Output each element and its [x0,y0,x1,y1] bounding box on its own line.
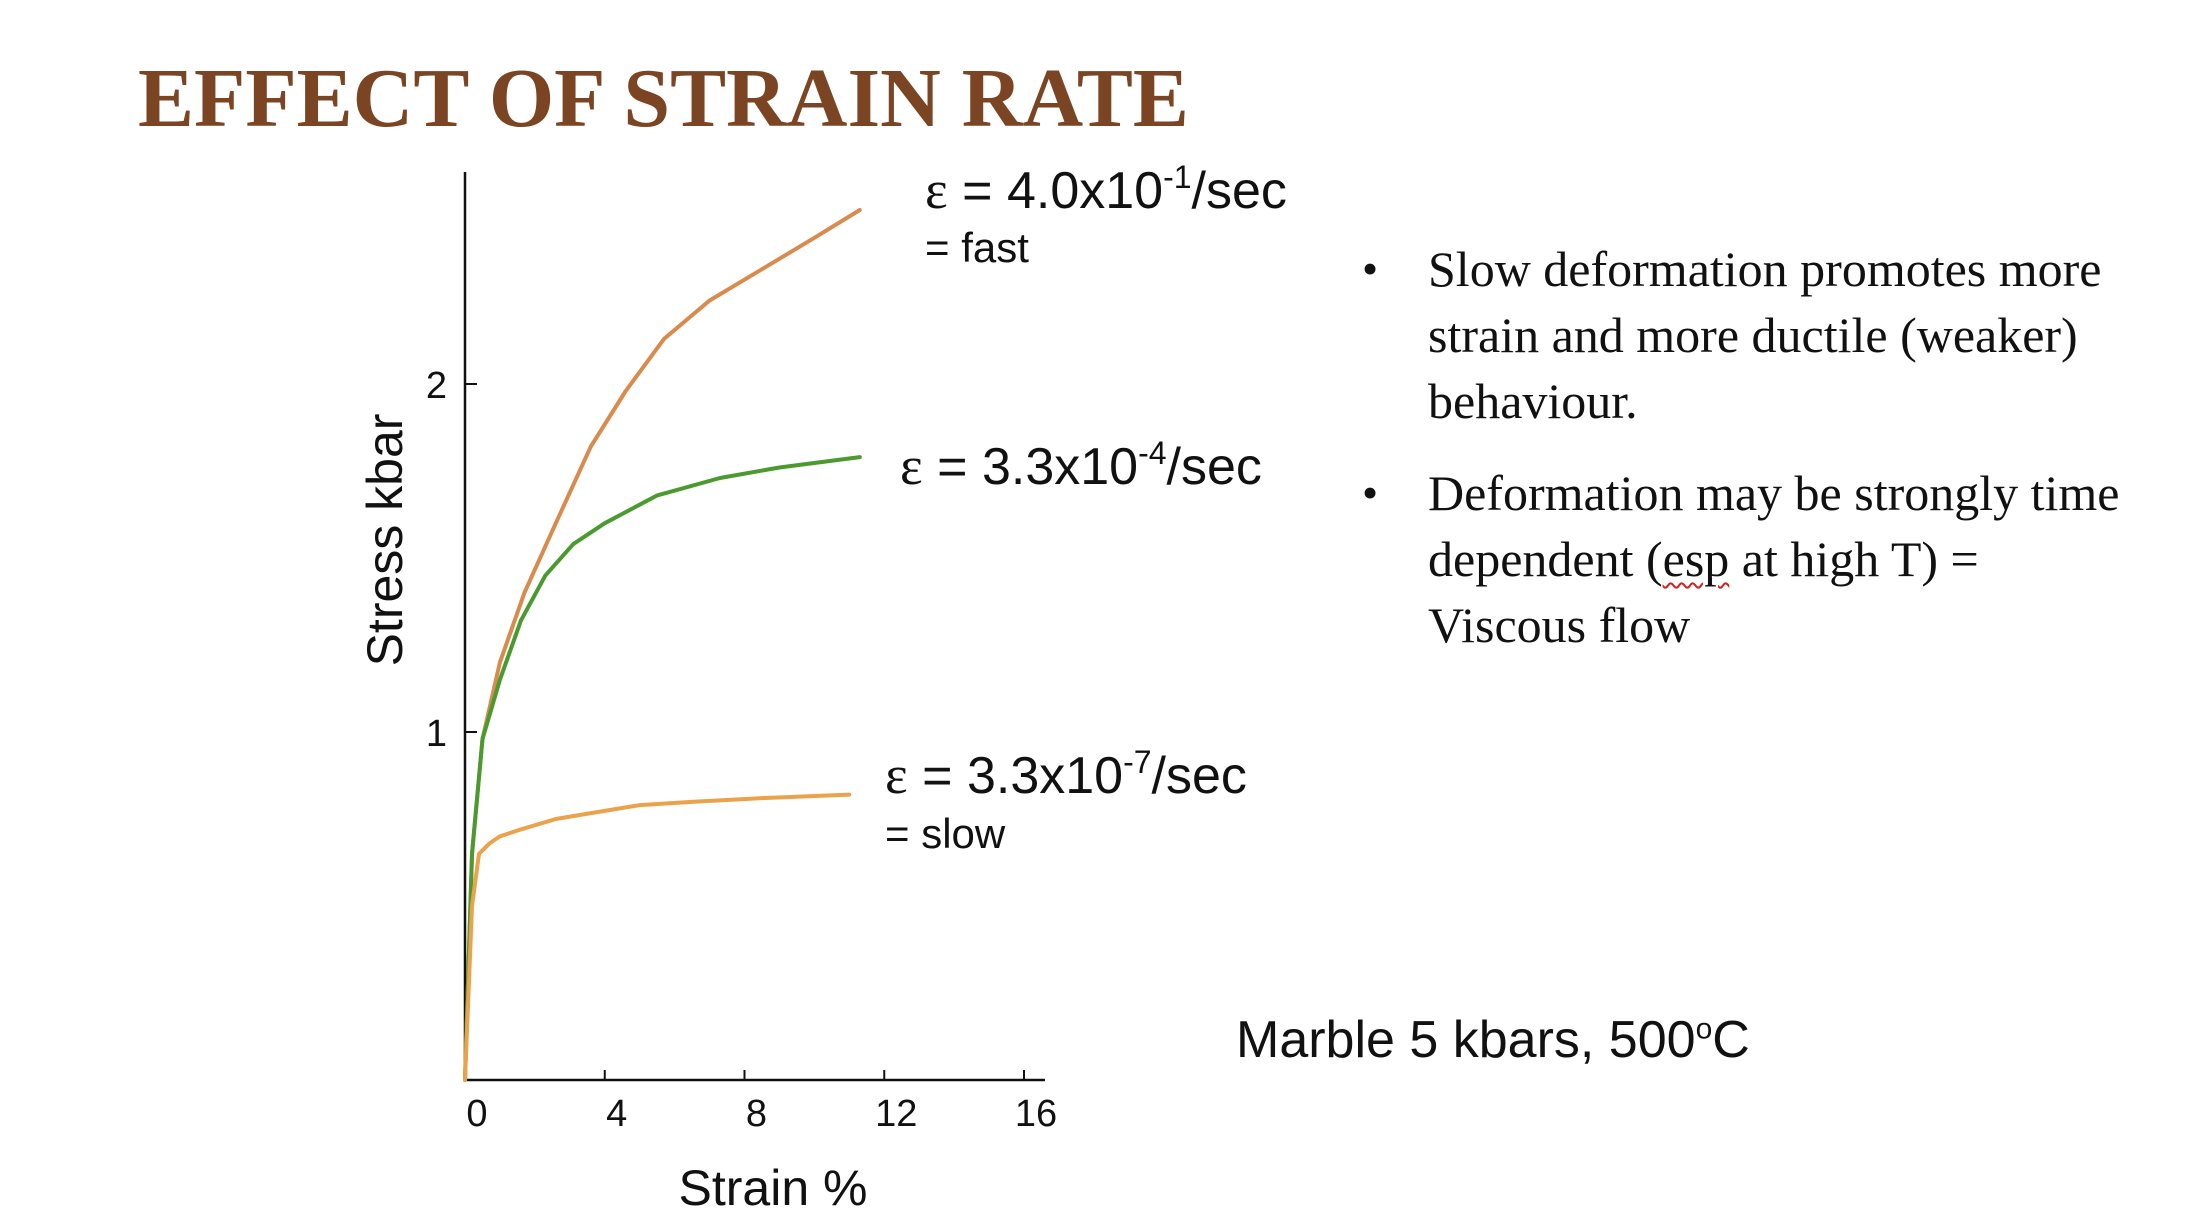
rate-exponent: -1 [1163,159,1191,195]
chart-curves [463,208,862,1082]
series-label-slow: ε = 3.3x10-7/sec [885,744,1247,805]
x-axis-label: Strain % [679,1160,868,1216]
rate-value: = 3.3x10 [908,747,1123,805]
epsilon-symbol: ε [885,745,908,805]
bullet-item: Deformation may be strongly time depende… [1362,460,2122,658]
misspelled-word[interactable]: esp [1662,531,1730,587]
epsilon-symbol: ε [925,160,948,220]
rate-exponent: -4 [1138,435,1166,471]
x-tick-label: 12 [875,1093,917,1135]
rate-unit: /sec [1192,162,1287,220]
degree-mark: o [1695,1012,1713,1046]
rate-value: = 3.3x10 [923,438,1138,496]
y-tick-label: 2 [426,365,447,407]
series-line-slow [463,792,852,1082]
epsilon-symbol: ε [900,436,923,496]
x-tick-label: 0 [466,1093,487,1135]
y-tick-label: 1 [426,713,447,755]
x-tick-label: 4 [606,1093,627,1135]
bullet-text-end: at high T) = Viscous flow [1428,531,1979,653]
y-axis-label: Stress kbar [357,414,413,667]
series-note-fast: = fast [925,224,1029,271]
series-label-fast: ε = 4.0x10-1/sec [925,159,1287,220]
rate-value: = 4.0x10 [948,162,1163,220]
x-tick-label: 8 [746,1093,767,1135]
series-label-medium: ε = 3.3x10-4/sec [900,435,1262,496]
series-note-slow: = slow [885,810,1006,857]
rate-exponent: -7 [1123,744,1151,780]
conditions-unit: C [1712,1011,1750,1069]
series-line-medium [463,455,862,1082]
series-line-fast [463,208,862,1082]
bullet-text: Slow deformation promotes more strain an… [1428,241,2102,429]
bullet-list: Slow deformation promotes more strain an… [1362,236,2122,684]
experiment-conditions: Marble 5 kbars, 500oC [1236,1010,1750,1070]
rate-unit: /sec [1152,747,1247,805]
page-title: EFFECT OF STRAIN RATE [138,52,1189,145]
bullet-text-start: Deformation may be strongly time depende… [1428,465,2120,587]
x-tick-label: 16 [1015,1093,1057,1135]
conditions-text: Marble 5 kbars, 500 [1236,1011,1696,1069]
rate-unit: /sec [1167,438,1262,496]
bullet-item: Slow deformation promotes more strain an… [1362,236,2122,434]
